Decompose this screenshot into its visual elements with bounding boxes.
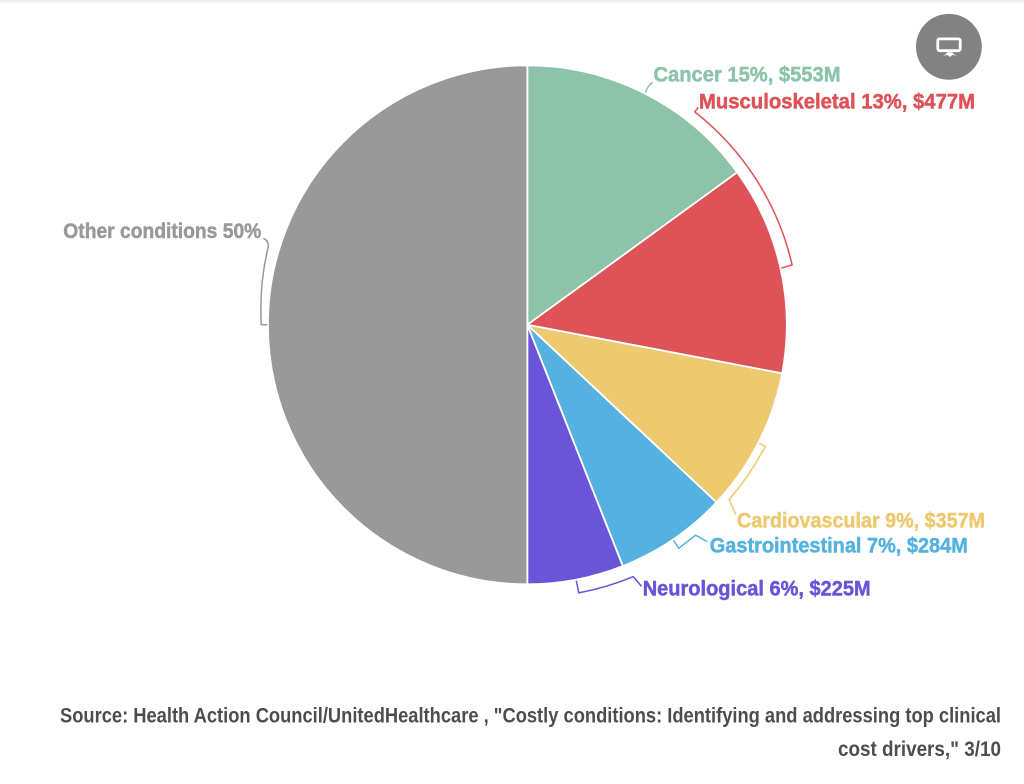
- svg-text:Other conditions 50%: Other conditions 50%: [63, 219, 261, 243]
- svg-text:Neurological 6%, $225M: Neurological 6%, $225M: [643, 577, 871, 601]
- svg-text:Cancer 15%, $553M: Cancer 15%, $553M: [654, 63, 841, 87]
- svg-text:cost drivers," 3/10: cost drivers," 3/10: [838, 737, 1001, 761]
- svg-text:Musculoskeletal 13%, $477M: Musculoskeletal 13%, $477M: [699, 90, 975, 114]
- svg-text:Gastrointestinal 7%, $284M: Gastrointestinal 7%, $284M: [710, 534, 968, 558]
- svg-text:Cardiovascular 9%, $357M: Cardiovascular 9%, $357M: [737, 509, 985, 533]
- svg-text:Source: Health Action Council/: Source: Health Action Council/UnitedHeal…: [60, 704, 1001, 728]
